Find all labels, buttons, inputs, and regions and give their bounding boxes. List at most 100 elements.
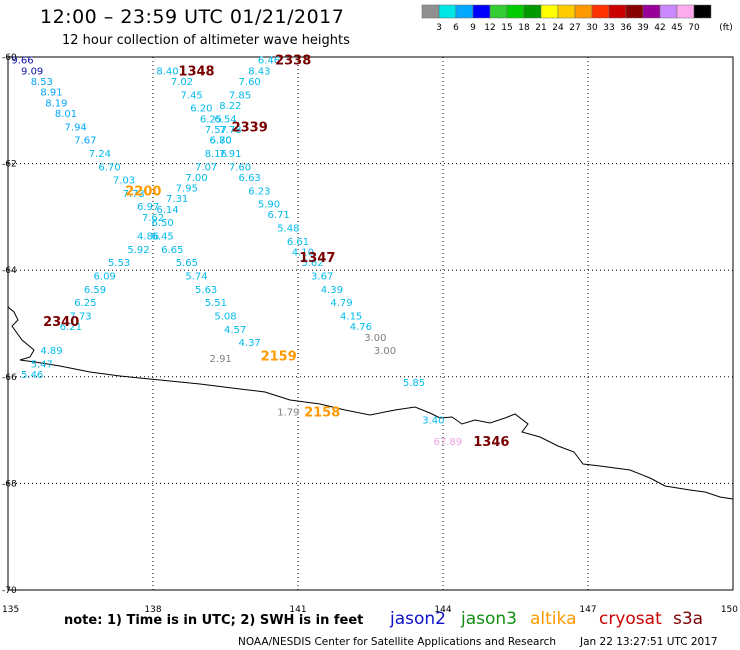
wave-height-label: 9.09 bbox=[21, 66, 43, 77]
time-label: 2159 bbox=[261, 349, 297, 364]
wave-height-label: 7.85 bbox=[229, 90, 251, 101]
wave-height-label: 6.70 bbox=[210, 136, 232, 147]
color-scale-swatch bbox=[421, 4, 440, 19]
wave-height-label: 5.92 bbox=[127, 245, 149, 256]
footer-credit: NOAA/NESDIS Center for Satellite Applica… bbox=[238, 636, 556, 648]
color-scale-label: 18 bbox=[518, 23, 530, 33]
wave-height-label: 6.61 bbox=[287, 237, 309, 248]
wave-height-label: 6.09 bbox=[94, 272, 116, 283]
wave-height-label: 7.78 bbox=[219, 125, 241, 136]
wave-height-label: 4.76 bbox=[350, 322, 372, 333]
x-tick-label: 138 bbox=[144, 605, 161, 615]
time-label: 1347 bbox=[299, 251, 335, 266]
color-scale-label: 21 bbox=[535, 23, 546, 33]
wave-height-label: 4.86 bbox=[137, 232, 159, 243]
wave-height-label: 5.85 bbox=[403, 378, 425, 389]
wave-height-label: 5.51 bbox=[205, 298, 227, 309]
wave-height-label: 8.01 bbox=[55, 109, 77, 120]
mission-altika: altika bbox=[530, 609, 577, 629]
mission-s3a: s3a bbox=[673, 609, 704, 629]
color-scale-swatch bbox=[489, 4, 508, 19]
color-scale-label: 42 bbox=[654, 23, 665, 33]
wave-height-label: 7.02 bbox=[171, 77, 193, 88]
x-tick-label: 141 bbox=[289, 605, 306, 615]
wave-height-label: 6.59 bbox=[84, 285, 106, 296]
color-scale-unit: (ft) bbox=[719, 23, 733, 33]
wave-height-label: 5.63 bbox=[195, 285, 217, 296]
footer-timestamp: Jan 22 13:27:51 UTC 2017 bbox=[580, 636, 718, 648]
wave-height-label: 8.43 bbox=[248, 66, 270, 77]
wave-height-label: 7.07 bbox=[195, 162, 217, 173]
wave-height-label: 6.21 bbox=[60, 322, 82, 333]
color-scale-label: 12 bbox=[484, 23, 495, 33]
wave-height-label: 3.67 bbox=[311, 272, 333, 283]
color-scale-swatch bbox=[608, 4, 627, 19]
time-label: 2200 bbox=[125, 184, 161, 199]
wave-height-label: 7.24 bbox=[89, 149, 111, 160]
wave-height-label: 7.00 bbox=[185, 173, 207, 184]
wave-height-label: 2.91 bbox=[210, 354, 232, 365]
color-scale-label: 6 bbox=[453, 23, 459, 33]
color-scale-swatch bbox=[523, 4, 542, 19]
wave-height-label: 5.48 bbox=[277, 224, 299, 235]
wave-height-label: 4.15 bbox=[340, 312, 362, 323]
wave-height-label: 7.67 bbox=[74, 136, 96, 147]
x-tick-label: 144 bbox=[434, 605, 451, 615]
color-scale-label: 3 bbox=[436, 23, 442, 33]
wave-height-label: 5.53 bbox=[108, 258, 130, 269]
y-tick-label: -70 bbox=[2, 586, 17, 596]
wave-height-label: 6.80 bbox=[210, 136, 232, 147]
color-scale-swatch bbox=[574, 4, 593, 19]
wave-height-label: 9.66 bbox=[11, 56, 33, 67]
y-tick-label: -64 bbox=[2, 266, 17, 276]
color-scale-swatch bbox=[642, 4, 661, 19]
time-label: 1346 bbox=[473, 435, 509, 450]
color-scale-label: 70 bbox=[688, 23, 700, 33]
wave-height-label: 4.10 bbox=[292, 248, 314, 259]
wave-height-label: 7.60 bbox=[239, 77, 261, 88]
color-scale-label: 15 bbox=[501, 23, 512, 33]
wave-height-label: 8.91 bbox=[40, 88, 62, 99]
wave-height-label: 4.57 bbox=[224, 325, 246, 336]
wave-height-label: 6.25 bbox=[200, 114, 222, 125]
time-label: 1348 bbox=[178, 64, 214, 79]
wave-height-label: 7.91 bbox=[219, 149, 241, 160]
wave-height-label: 5.47 bbox=[31, 359, 53, 370]
wave-height-label: 5.74 bbox=[185, 272, 207, 283]
wave-height-label: 7.94 bbox=[65, 122, 87, 133]
wave-height-label: 3.40 bbox=[422, 415, 444, 426]
wave-height-label: 67.89 bbox=[434, 437, 463, 448]
coastline bbox=[7, 306, 734, 500]
x-tick-label: 135 bbox=[2, 605, 19, 615]
wave-height-label: 7.31 bbox=[166, 194, 188, 205]
wave-height-label: 7.03 bbox=[113, 176, 135, 187]
color-scale-swatch bbox=[693, 4, 712, 19]
wave-height-label: 7.57 bbox=[205, 125, 227, 136]
wave-height-label: 8.19 bbox=[45, 98, 67, 109]
chart-title: 12:00 – 23:59 UTC 01/21/2017 bbox=[40, 6, 345, 28]
wave-height-label: 6.25 bbox=[74, 298, 96, 309]
wave-height-label: 7.60 bbox=[229, 162, 251, 173]
wave-height-label: 1.79 bbox=[277, 407, 299, 418]
color-scale-swatch bbox=[506, 4, 525, 19]
time-label: 2338 bbox=[275, 54, 311, 69]
wave-height-label: 5.65 bbox=[176, 258, 198, 269]
color-scale-label: 36 bbox=[620, 23, 632, 33]
color-scale-swatch bbox=[676, 4, 695, 19]
mission-jason2: jason2 bbox=[390, 609, 446, 629]
color-scale-label: 45 bbox=[671, 23, 682, 33]
wave-height-label: 6.65 bbox=[161, 245, 183, 256]
wave-height-label: 7.62 bbox=[142, 213, 164, 224]
color-scale-swatch bbox=[540, 4, 559, 19]
mission-cryosat: cryosat bbox=[599, 609, 662, 629]
wave-height-label: 8.16 bbox=[205, 149, 227, 160]
wave-height-label: 6.23 bbox=[248, 186, 270, 197]
x-tick-label: 147 bbox=[579, 605, 596, 615]
color-scale-label: 39 bbox=[637, 23, 649, 33]
color-scale-label: 27 bbox=[569, 23, 580, 33]
chart-subtitle: 12 hour collection of altimeter wave hei… bbox=[62, 33, 350, 48]
time-label: 2340 bbox=[43, 315, 79, 330]
plot-frame bbox=[7, 56, 734, 591]
color-scale-swatch bbox=[625, 4, 644, 19]
